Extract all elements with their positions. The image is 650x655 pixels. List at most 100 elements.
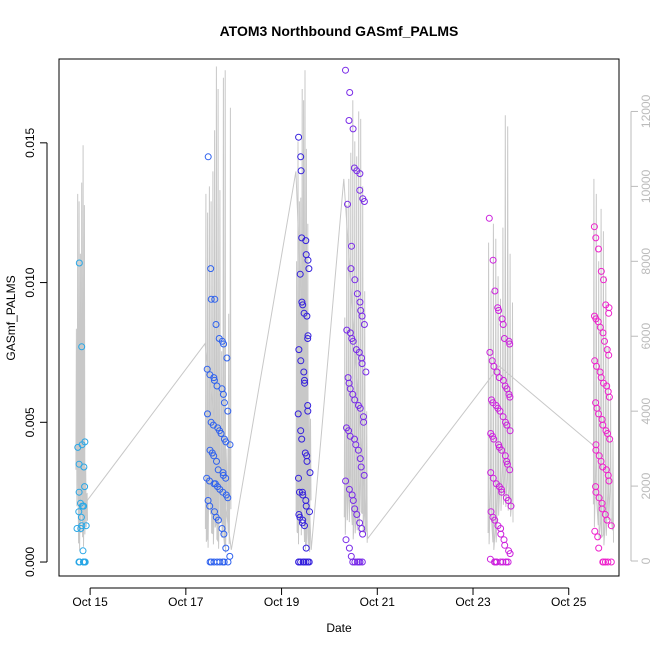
data-point [305,265,313,273]
data-point [206,502,214,510]
data-point [297,558,305,566]
data-point [304,332,312,340]
x-tick-label: Oct 25 [551,595,587,609]
data-point [506,427,514,435]
right-tick-label: 12000 [639,94,650,128]
data-point [302,558,310,566]
x-axis: Oct 15 Oct 17 Oct 19 Oct 21 Oct 23 Oct 25 [72,587,587,609]
data-point [301,376,308,384]
secondary-burst-3 [343,100,368,543]
right-tick-label: 6000 [639,323,650,350]
data-point [360,418,368,426]
data-point [224,558,232,566]
secondary-burst-4 [487,115,514,550]
x-tick-label: Oct 17 [168,595,204,609]
data-point [220,530,228,538]
data-point [207,295,215,303]
data-point [204,410,211,418]
data-point [344,200,351,208]
data-point [342,477,350,485]
data-point [306,508,313,516]
secondary-connector-line [86,171,594,550]
data-point [300,368,308,376]
data-point [210,376,218,384]
data-point [346,385,354,393]
data-point [212,321,220,328]
data-point [220,340,228,348]
data-point [304,335,312,342]
data-point [607,558,615,566]
data-point [73,525,81,532]
y-tick-label: 0.010 [23,267,37,297]
data-point [214,516,222,524]
data-point [605,477,613,485]
data-point [223,354,231,362]
data-point [300,558,308,566]
data-point [600,276,607,284]
data-point [506,550,514,558]
data-point [220,399,228,407]
data-point [489,474,497,482]
data-point [352,441,360,449]
data-point [224,407,232,415]
data-point [342,66,349,74]
data-point [599,558,607,566]
data-point [306,469,314,477]
data-point [342,536,350,544]
data-point [349,125,357,133]
data-point [499,413,507,421]
data-point [353,290,361,298]
data-point [502,558,510,566]
data-point [360,471,368,479]
data-point [356,404,364,412]
data-point [358,558,366,566]
data-point [491,516,499,524]
data-point [211,295,219,303]
data-point [81,558,89,566]
data-point [348,242,355,250]
data-point [298,298,306,306]
data-point [349,337,357,345]
secondary-burst-2 [295,70,312,553]
data-point [490,435,498,443]
x-axis-label: Date [326,621,352,635]
data-point [297,427,305,435]
data-point [594,533,602,541]
data-point [358,360,366,368]
data-point [79,547,87,555]
data-point [496,407,504,415]
data-point [498,446,506,454]
data-point [356,170,364,178]
data-point [506,340,514,348]
y-axis-label: GASmf_PALMS [4,275,18,360]
data-point [507,502,515,510]
data-point [302,544,310,552]
data-point [605,309,613,317]
data-point [490,362,498,370]
data-point [303,457,311,465]
y-tick-label: 0.005 [23,407,37,437]
data-point [298,488,306,496]
data-point [351,396,359,404]
right-tick-label: 4000 [639,398,650,425]
data-point [222,474,230,482]
x-tick-label: Oct 15 [72,595,108,609]
data-point [351,276,359,284]
data-point [498,485,505,493]
data-point [497,530,505,538]
data-point [360,198,368,205]
data-point [297,357,305,365]
data-point [597,267,605,275]
data-point [80,502,88,510]
data-point [356,558,364,566]
data-point [592,446,600,454]
data-point [294,410,302,418]
data-point [296,270,304,278]
data-point [357,463,365,471]
data-point [495,307,503,314]
data-point [592,234,600,242]
data-point [591,527,599,535]
data-point [345,117,353,124]
data-point [304,407,312,415]
secondary-burst-0 [75,145,88,551]
